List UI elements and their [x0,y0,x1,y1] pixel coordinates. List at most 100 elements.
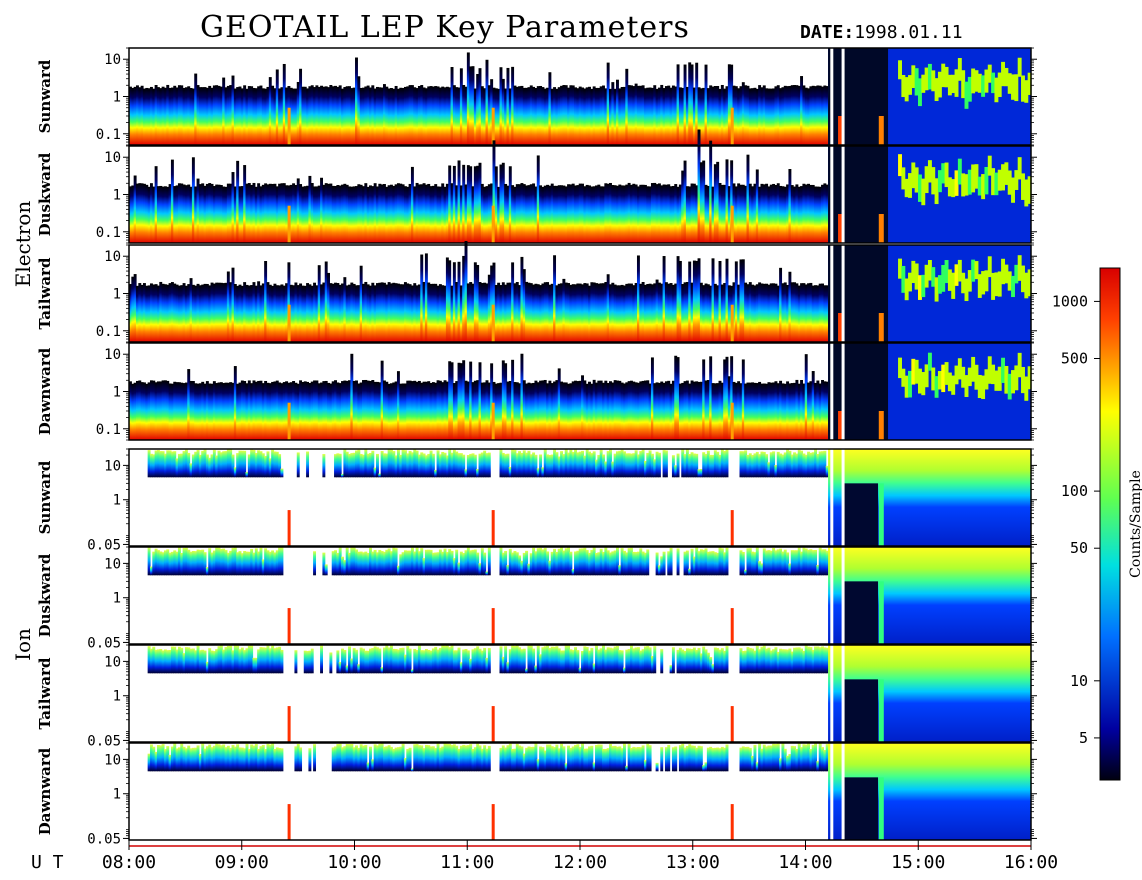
y-tick-label: 0.05 [87,635,121,651]
spectrogram-column [585,647,589,674]
spectrogram-column [546,744,550,772]
spectrogram-column [415,450,419,478]
spectrogram-column [616,285,619,342]
spectrogram-column [674,86,678,145]
spectrogram-column [501,656,505,674]
y-tick-label: 0.05 [87,537,121,553]
spectrogram-column [457,647,461,674]
spectrogram-column [217,282,221,342]
spectrogram-column [257,380,261,440]
spectrogram-column [152,186,156,243]
spectrogram-column [793,452,797,478]
late-band [904,278,909,301]
spectrogram-column [758,649,762,674]
late-band [951,179,956,198]
spectrogram-column [420,382,424,440]
spectrogram-column [261,88,265,145]
spectrogram-column [513,85,517,145]
spectrogram-column [334,550,337,576]
spectrogram-column [513,551,517,576]
spectrogram-column [410,166,414,243]
spectrogram-column [744,569,748,576]
spectrogram-column [310,183,314,243]
spectrogram-column [725,449,729,478]
spectrogram-column [396,371,400,440]
spectrogram-column [588,552,591,576]
spectrogram-column [518,451,522,478]
spectrogram-column [410,85,414,145]
spectrogram-column [233,547,237,576]
spectrogram-column [797,449,801,478]
late-band [1001,164,1006,191]
late-band [967,367,972,387]
spectrogram-column [240,186,244,243]
spectrogram-column [814,743,817,772]
spectrogram-column [513,449,517,478]
spectrogram-column [408,183,412,243]
spectrogram-column [574,647,577,674]
spectrogram-column [788,169,792,243]
spectrogram-column [786,381,790,440]
spectrogram-column [692,87,696,145]
spectrogram-column [795,283,799,342]
late-band [1007,373,1012,400]
spectrogram-column [797,85,801,145]
spectrogram-column [823,749,827,772]
spectrogram-column [212,381,216,440]
spectrogram-column [296,743,300,772]
spectrogram-column [716,383,720,440]
spectrogram-column [166,746,170,772]
spectrogram-column [734,86,738,145]
spectrogram-column [613,745,617,772]
spectrogram-column [345,451,349,478]
spectrogram-column [280,748,284,772]
late-band [1027,72,1032,95]
spectrogram-column [348,646,351,674]
spectrogram-column [695,649,699,674]
spectrogram-column [278,88,282,145]
spectrogram-column [187,86,191,145]
spectrogram-column [436,450,440,478]
spectrogram-column [562,85,566,145]
spectrogram-column [625,283,629,342]
spectrogram-column [350,282,354,342]
spectrogram-column [233,746,237,772]
spectrogram-column [366,186,370,243]
spectrogram-column [184,449,188,478]
spectrogram-column [443,87,447,145]
spectrogram-column [389,746,393,772]
spectrogram-column [553,87,557,145]
spectrogram-column [338,662,342,674]
spectrogram-column [448,549,452,576]
spectrogram-column [266,184,270,243]
colorbar-tick-label: 50 [1070,539,1088,557]
spectrogram-column [702,160,706,243]
spectrogram-column [814,285,817,342]
spectrogram-column [438,647,442,674]
spectrogram-column [336,185,340,243]
spectrogram-column [327,87,330,145]
spectrogram-column [522,269,526,342]
spectrogram-column [769,184,773,243]
spectrogram-column [548,185,552,243]
spectrogram-column [690,183,694,243]
spectrogram-column [620,650,624,674]
spectrogram-column [396,183,400,243]
late-band [914,167,919,193]
spectrogram-column [643,460,647,478]
spectrogram-column [529,454,533,478]
spectrogram-column [620,748,624,772]
y-tick-label: 1 [113,689,121,705]
spectrogram-column [571,284,575,342]
late-band [991,72,996,94]
spectrogram-column [478,162,482,243]
spectrogram-column [734,186,738,243]
spectrogram-column [641,184,645,243]
event-spike [730,706,734,742]
spectrogram-column [618,184,622,243]
spectrogram-column [786,755,790,772]
spectrogram-column [478,563,482,576]
late-region-dark [842,777,879,840]
spectrogram-column [597,649,601,674]
spectrogram-column [485,748,489,772]
